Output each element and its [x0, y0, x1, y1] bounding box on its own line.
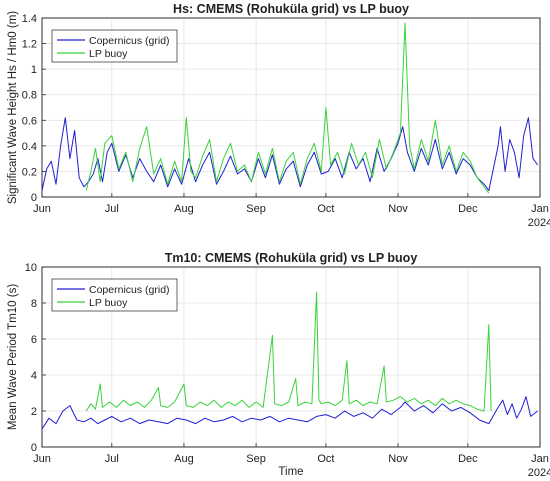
x-tick-label: Dec — [458, 453, 478, 465]
y-tick-label: 0.8 — [22, 90, 37, 102]
y-tick-label: 8 — [31, 298, 37, 310]
x-axis-label: Time — [278, 466, 303, 478]
x-tick-label: Aug — [174, 453, 194, 465]
x-tick-label: Nov — [388, 203, 408, 215]
y-tick-label: 0 — [31, 442, 37, 454]
chart-title: Tm10: CMEMS (Rohuküla grid) vs LP buoy — [165, 251, 418, 265]
y-tick-label: 10 — [25, 262, 37, 274]
x-tick-label: Jul — [105, 453, 119, 465]
x-tick-label: Dec — [458, 203, 478, 215]
y-tick-label: 1 — [31, 64, 37, 76]
y-tick-label: 1.4 — [22, 13, 37, 25]
x-tick-label: Sep — [246, 203, 266, 215]
x-tick-label: Jun — [33, 453, 51, 465]
y-tick-label: 0.4 — [22, 141, 37, 153]
year-label: 2024 — [528, 467, 550, 479]
series-line-copernicus — [41, 396, 539, 430]
y-axis-label: Mean Wave Period Tm10 (s) — [7, 284, 19, 431]
legend-box — [51, 29, 178, 63]
y-tick-label: 0.6 — [22, 115, 37, 127]
y-tick-label: 0.2 — [22, 166, 37, 178]
x-tick-label: Oct — [317, 203, 334, 215]
legend-entry: Copernicus (grid) — [89, 284, 170, 296]
x-tick-label: Oct — [317, 453, 334, 465]
chart-2: 0 2 4 6 8 10 Jun Jul Aug Sep Oct Nov Dec Jan 2024 Tm10:… — [7, 251, 550, 479]
axes-frame — [41, 17, 541, 198]
y-axis-label: Significant Wave Height Hs / Hm0 (m) — [7, 11, 19, 204]
y-tick-label: 1.2 — [22, 39, 37, 51]
legend: Copernicus (grid)LP buoy — [51, 278, 178, 312]
x-tick-label: Sep — [246, 453, 266, 465]
legend-entry: LP buoy — [89, 48, 128, 60]
y-tick-label: 6 — [31, 334, 37, 346]
series-line-lp-buoy — [85, 22, 490, 194]
legend-entry: LP buoy — [89, 297, 128, 309]
series-line-copernicus — [41, 117, 539, 192]
series-line-lp-buoy — [85, 291, 492, 412]
legend-entry: Copernicus (grid) — [89, 35, 170, 47]
legend: Copernicus (grid)LP buoy — [51, 29, 178, 63]
y-tick-label: 2 — [31, 406, 37, 418]
x-tick-label: Nov — [388, 453, 408, 465]
legend-box — [51, 278, 178, 312]
x-tick-label: Jul — [105, 203, 119, 215]
x-tick-label: Jan — [531, 453, 549, 465]
chart-1: 0 0.2 0.4 0.6 0.8 1 1.2 1.4 Jun Jul Aug Sep Oct Nov De… — [7, 2, 550, 229]
x-tick-label: Jun — [33, 203, 51, 215]
y-tick-label: 0 — [31, 192, 37, 204]
x-tick-label: Jan — [531, 203, 549, 215]
y-tick-label: 4 — [31, 370, 37, 382]
chart-title: Hs: CMEMS (Rohuküla grid) vs LP buoy — [173, 2, 409, 16]
axes-frame — [41, 266, 541, 448]
year-label: 2024 — [528, 217, 550, 229]
x-tick-label: Aug — [174, 203, 194, 215]
